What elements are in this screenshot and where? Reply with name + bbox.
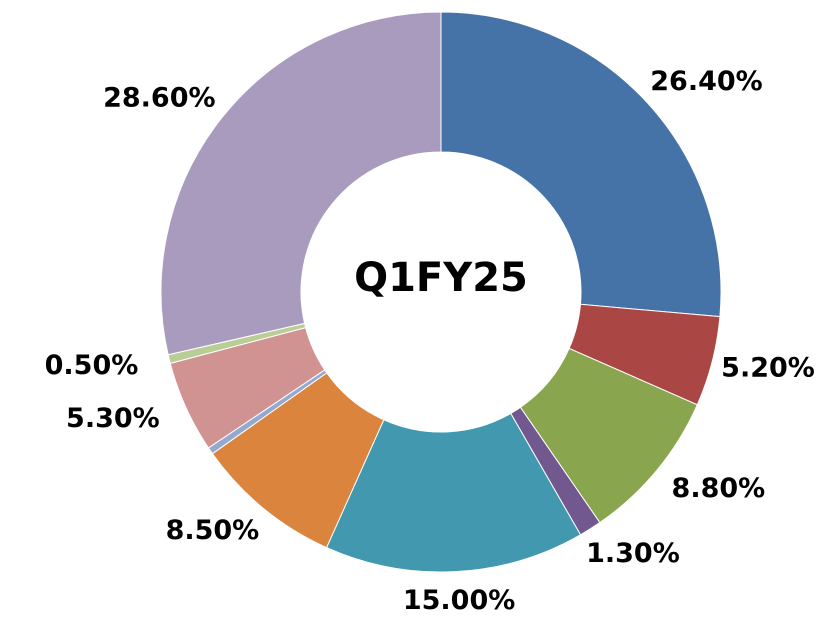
donut-slice xyxy=(440,11,722,318)
data-label: 5.30% xyxy=(66,403,160,434)
data-label: 26.40% xyxy=(650,66,762,97)
data-label: 8.50% xyxy=(166,515,260,546)
donut-slice xyxy=(160,11,442,356)
data-label: 8.80% xyxy=(672,473,766,504)
data-label: 28.60% xyxy=(103,82,215,113)
center-title: Q1FY25 xyxy=(354,255,528,301)
data-label: 15.00% xyxy=(403,585,515,616)
data-label: 0.50% xyxy=(45,350,139,381)
data-label: 1.30% xyxy=(586,538,680,569)
data-label: 5.20% xyxy=(721,353,815,384)
donut-slice xyxy=(325,412,582,573)
